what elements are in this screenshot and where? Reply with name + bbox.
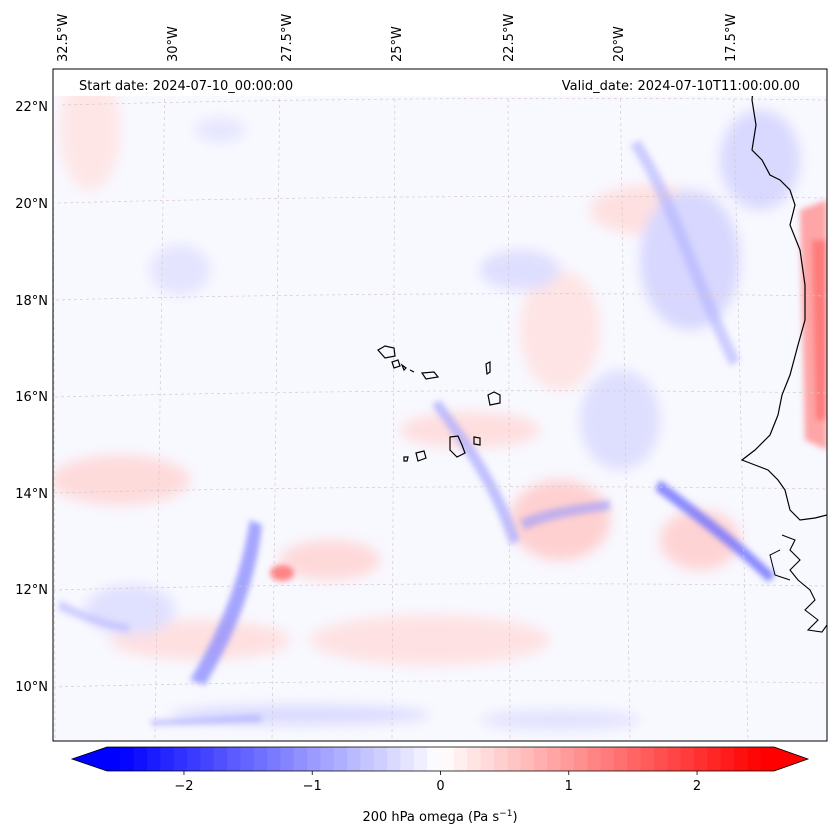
colorbar-segment (107, 747, 121, 771)
lat-label: 18°N (15, 294, 48, 309)
colorbar-segment (653, 747, 668, 771)
colorbar-segment (307, 747, 321, 771)
colorbar-segment (373, 747, 388, 771)
colorbar-segment (280, 747, 295, 771)
lat-label: 22°N (15, 100, 48, 115)
latitude-labels: 22°N 20°N 18°N 16°N 14°N 12°N 10°N (15, 100, 48, 695)
header-band (53, 69, 827, 96)
colorbar-segment (413, 747, 428, 771)
colorbar: −2 −1 0 1 2 200 hPa omega (Pa s−1) (70, 746, 810, 825)
colorbar-segment (173, 747, 188, 771)
colorbar-segment (507, 747, 522, 771)
colorbar-segment (427, 747, 441, 771)
graticule (53, 69, 827, 741)
colorbar-segment (587, 747, 602, 771)
colorbar-segment (560, 747, 575, 771)
colorbar-tick-label: 1 (565, 779, 573, 794)
colorbar-segment (547, 747, 562, 771)
colorbar-segment (667, 747, 682, 771)
lat-label: 20°N (15, 197, 48, 212)
lon-label: 27.5°W (280, 14, 295, 62)
colorbar-segment (160, 747, 175, 771)
colorbar-segment (533, 747, 548, 771)
colorbar-segment (720, 747, 735, 771)
colorbar-extend-min (72, 747, 107, 771)
start-date-label: Start date: 2024-07-10_00:00:00 (79, 79, 293, 94)
coastline-south (781, 534, 827, 633)
colorbar-label: 200 hPa omega (Pa s−1) (362, 809, 517, 825)
colorbar-segment (627, 747, 642, 771)
colorbar-segment (693, 747, 708, 771)
longitude-labels: 32.5°W 30°W 27.5°W 25°W 22.5°W 20°W 17.5… (56, 14, 739, 62)
colorbar-segment (360, 747, 375, 771)
lon-label: 20°W (612, 26, 627, 62)
colorbar-segment (613, 747, 628, 771)
colorbar-segment (573, 747, 588, 771)
colorbar-segment (267, 747, 281, 771)
colorbar-segment (493, 747, 508, 771)
colorbar-segment (293, 747, 308, 771)
colorbar-extend-max (774, 747, 808, 771)
lat-label: 10°N (15, 680, 48, 695)
colorbar-segment (333, 747, 348, 771)
colorbar-segment (480, 747, 495, 771)
lon-label: 32.5°W (56, 14, 71, 62)
colorbar-segment (133, 747, 148, 771)
colorbar-segment (400, 747, 415, 771)
colorbar-segment (120, 747, 135, 771)
colorbar-segment (253, 747, 268, 771)
colorbar-segment (760, 747, 775, 771)
lon-label: 25°W (390, 26, 405, 62)
colorbar-segment (347, 747, 361, 771)
valid-date-label: Valid_date: 2024-07-10T11:00:00.00 (562, 79, 800, 94)
colorbar-segment (240, 747, 255, 771)
colorbar-segment (187, 747, 201, 771)
colorbar-segment (467, 747, 482, 771)
colorbar-segment (227, 747, 241, 771)
colorbar-segment (440, 747, 455, 771)
colorbar-tick-label: 2 (693, 779, 701, 794)
colorbar-tick-label: 0 (436, 779, 444, 794)
colorbar-segment (600, 747, 615, 771)
colorbar-segment (733, 747, 748, 771)
lat-label: 16°N (15, 390, 48, 405)
colorbar-segment (147, 747, 161, 771)
colorbar-tick-label: −1 (303, 779, 322, 794)
colorbar-segment (200, 747, 215, 771)
lon-label: 17.5°W (724, 14, 739, 62)
colorbar-segment (640, 747, 655, 771)
lon-label: 30°W (166, 26, 181, 62)
colorbar-segment (707, 747, 722, 771)
colorbar-segment (680, 747, 695, 771)
colorbar-tick-label: −2 (174, 779, 193, 794)
colorbar-segment (453, 747, 468, 771)
colorbar-segment (320, 747, 335, 771)
colorbar-segment (520, 747, 535, 771)
colorbar-segment (213, 747, 228, 771)
lat-label: 12°N (15, 583, 48, 598)
coastline (740, 69, 827, 521)
map-frame (52, 68, 828, 742)
omega-field (53, 69, 827, 741)
lon-label: 22.5°W (502, 14, 517, 62)
colorbar-segment (747, 747, 762, 771)
cabo-verde-islands (377, 345, 501, 462)
colorbar-segment (387, 747, 401, 771)
lat-label: 14°N (15, 487, 48, 502)
